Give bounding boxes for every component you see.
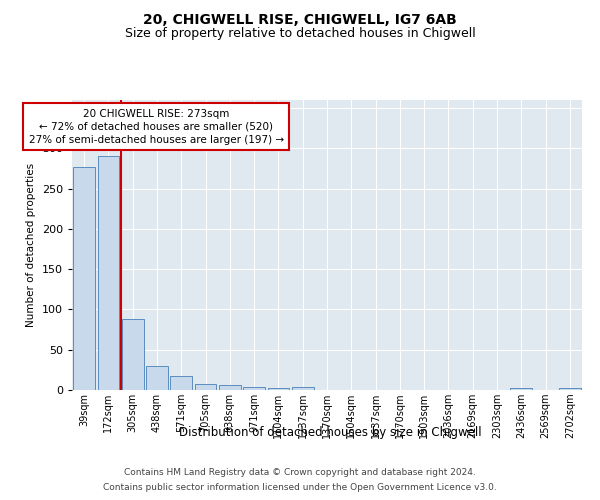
Text: 20, CHIGWELL RISE, CHIGWELL, IG7 6AB: 20, CHIGWELL RISE, CHIGWELL, IG7 6AB [143,12,457,26]
Bar [292,387,314,390]
Bar [511,388,532,390]
Bar [219,385,241,390]
Text: Contains public sector information licensed under the Open Government Licence v3: Contains public sector information licen… [103,483,497,492]
Bar [122,319,143,390]
Bar [243,387,265,390]
Text: Size of property relative to detached houses in Chigwell: Size of property relative to detached ho… [125,28,475,40]
Bar [97,156,119,390]
Bar [194,384,217,390]
Text: 20 CHIGWELL RISE: 273sqm
← 72% of detached houses are smaller (520)
27% of semi-: 20 CHIGWELL RISE: 273sqm ← 72% of detach… [29,108,284,145]
Text: Contains HM Land Registry data © Crown copyright and database right 2024.: Contains HM Land Registry data © Crown c… [124,468,476,477]
Bar [73,167,95,390]
Y-axis label: Number of detached properties: Number of detached properties [26,163,36,327]
Bar [268,388,289,390]
Text: Distribution of detached houses by size in Chigwell: Distribution of detached houses by size … [179,426,481,439]
Bar [170,376,192,390]
Bar [146,366,168,390]
Bar [559,388,581,390]
